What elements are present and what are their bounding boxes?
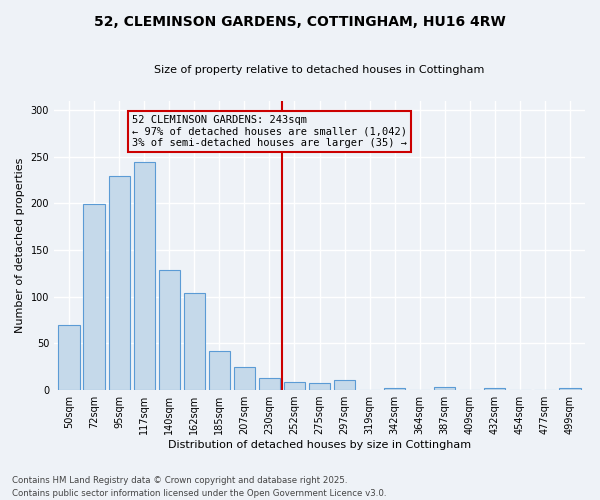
Bar (559, 388, 581, 390)
Text: 52 CLEMINSON GARDENS: 243sqm
← 97% of detached houses are smaller (1,042)
3% of : 52 CLEMINSON GARDENS: 243sqm ← 97% of de… (131, 115, 407, 148)
Title: Size of property relative to detached houses in Cottingham: Size of property relative to detached ho… (154, 65, 485, 75)
Bar (158, 270, 180, 390)
Bar (109, 176, 130, 390)
Bar (209, 351, 230, 390)
Bar (184, 293, 205, 390)
Text: 52, CLEMINSON GARDENS, COTTINGHAM, HU16 4RW: 52, CLEMINSON GARDENS, COTTINGHAM, HU16 … (94, 15, 506, 29)
Bar (83, 204, 105, 390)
Bar (309, 382, 330, 390)
Bar (484, 388, 505, 390)
Y-axis label: Number of detached properties: Number of detached properties (15, 158, 25, 333)
Bar (234, 367, 255, 390)
Text: Contains HM Land Registry data © Crown copyright and database right 2025.
Contai: Contains HM Land Registry data © Crown c… (12, 476, 386, 498)
Bar (284, 382, 305, 390)
Bar (58, 325, 80, 390)
Bar (134, 162, 155, 390)
Bar (259, 378, 280, 390)
Bar (434, 388, 455, 390)
X-axis label: Distribution of detached houses by size in Cottingham: Distribution of detached houses by size … (168, 440, 471, 450)
Bar (334, 380, 355, 390)
Bar (384, 388, 406, 390)
